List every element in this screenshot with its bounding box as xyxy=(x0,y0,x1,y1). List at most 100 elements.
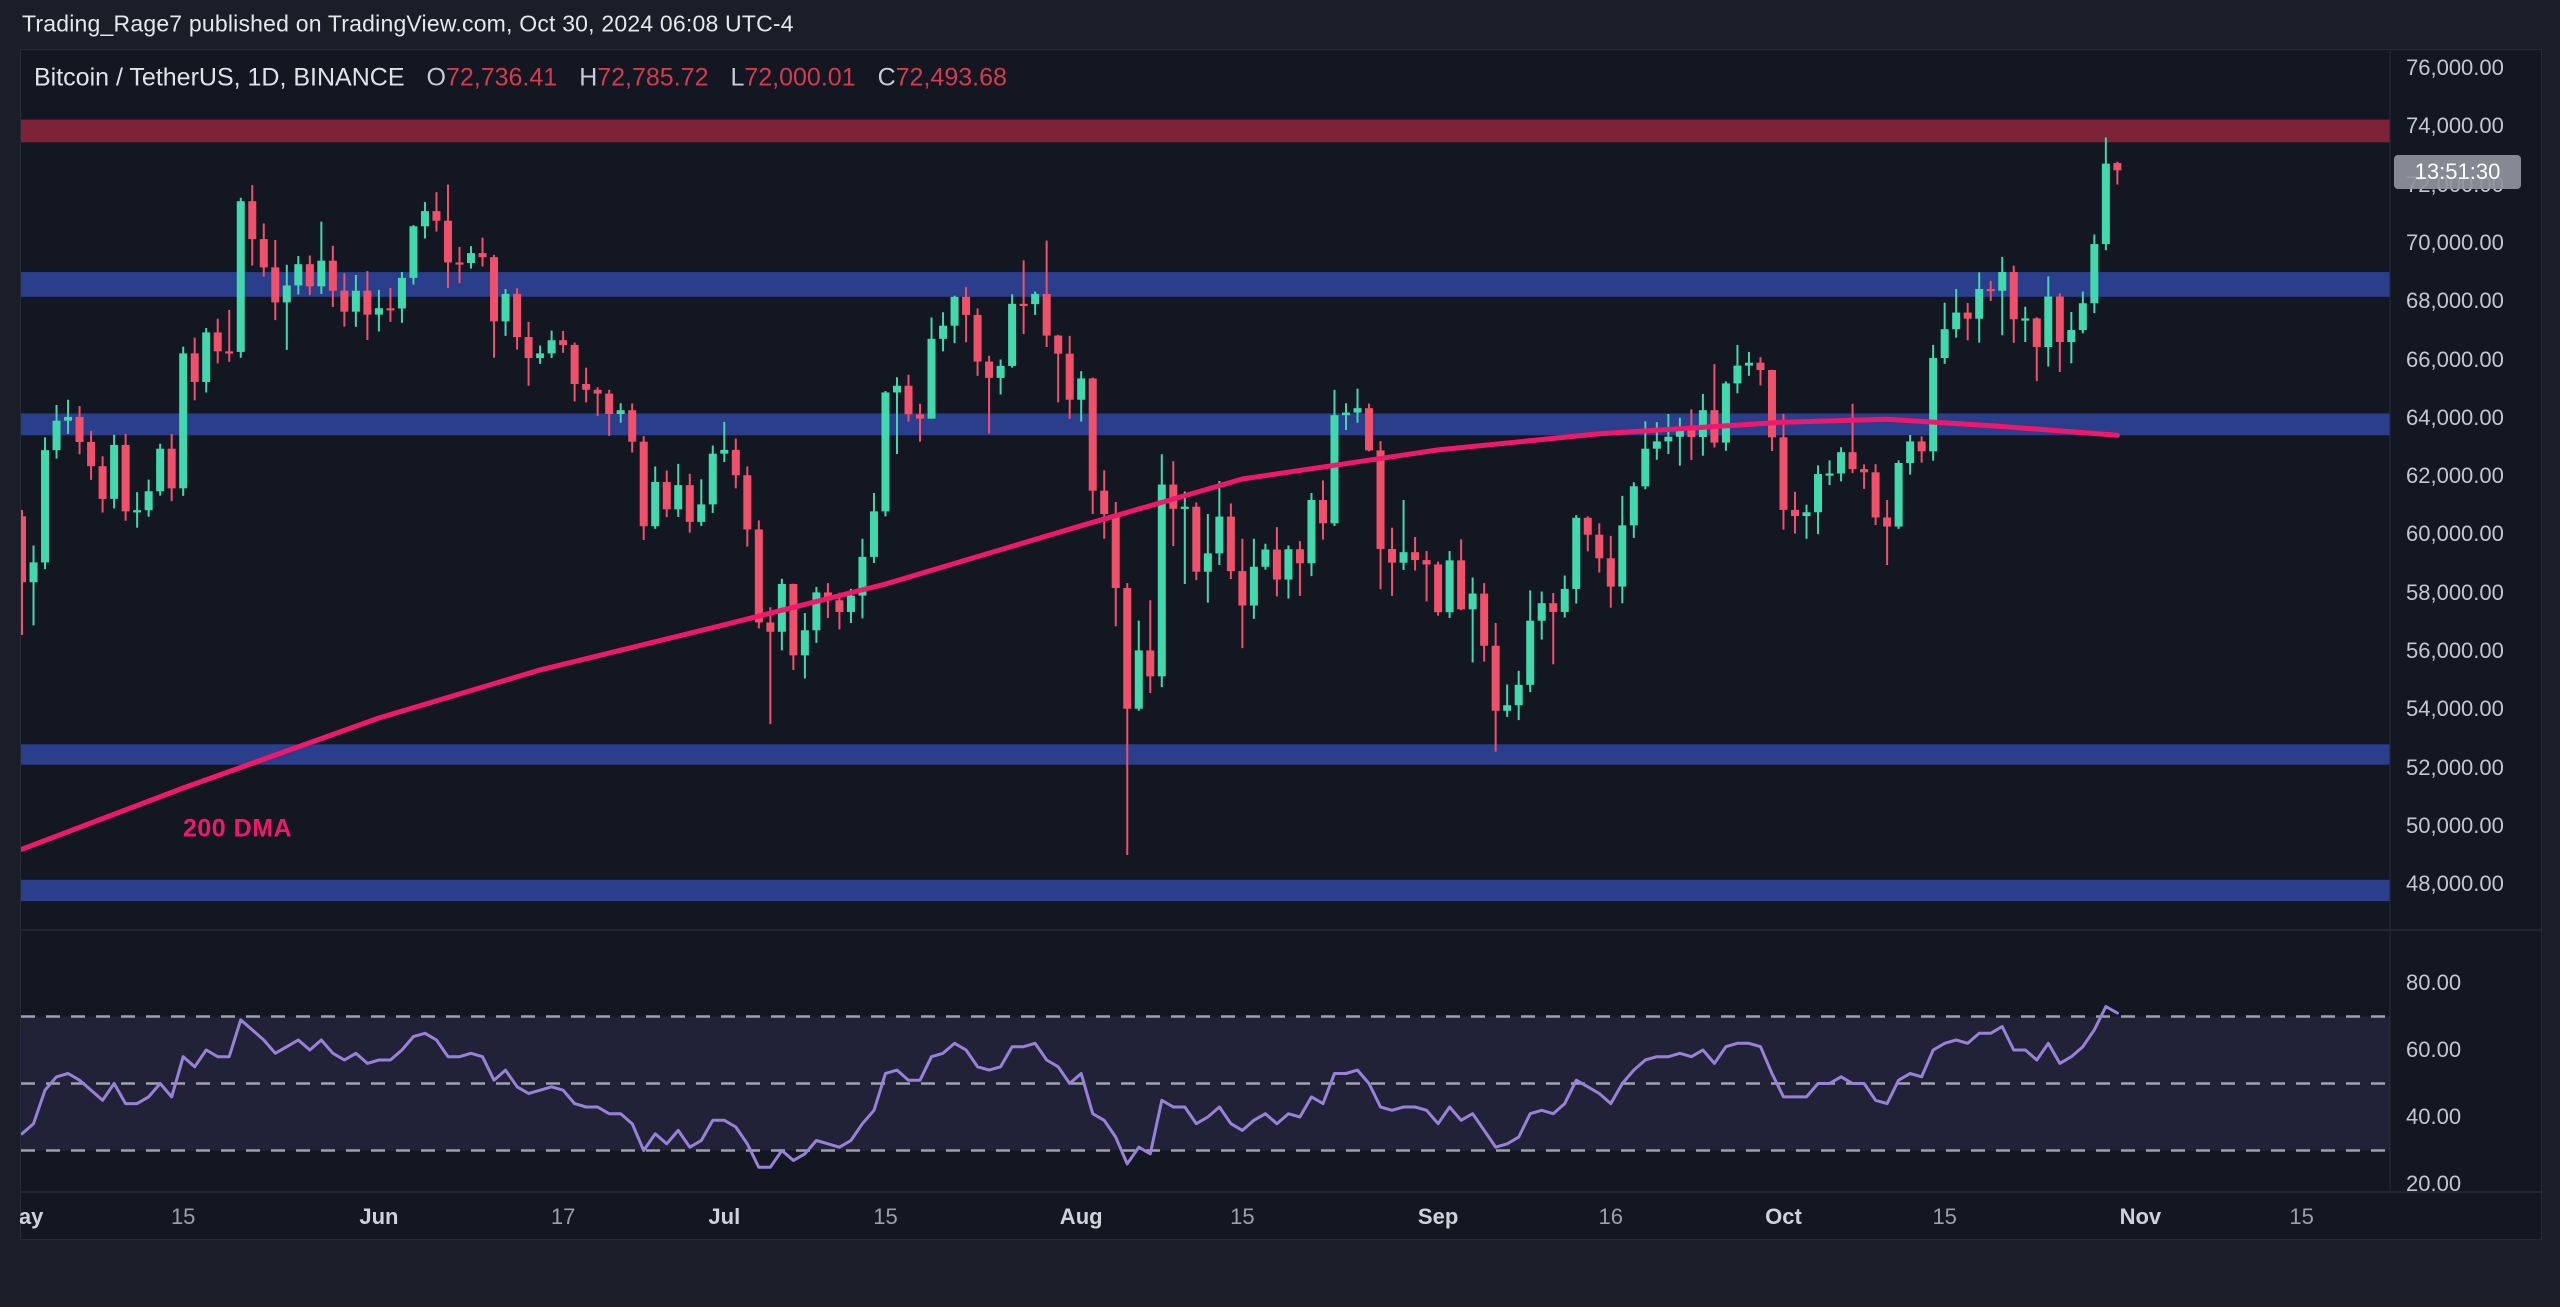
candle xyxy=(190,353,199,382)
candle xyxy=(1341,412,1350,416)
candle xyxy=(432,211,441,221)
candle xyxy=(1261,549,1270,567)
candle xyxy=(1883,517,1892,527)
candle xyxy=(2078,303,2087,331)
candle xyxy=(2101,163,2110,245)
ohlc-open-value: 72,736.41 xyxy=(445,63,558,92)
candle xyxy=(1549,603,1558,612)
candle xyxy=(1767,369,1776,438)
candle xyxy=(1134,650,1143,709)
ohlc-open: O72,736.41 xyxy=(427,64,558,93)
candle xyxy=(1848,452,1857,470)
candle xyxy=(1008,303,1017,366)
support-zone-4 xyxy=(21,879,2390,902)
candle xyxy=(317,260,326,287)
footer-bar: TradingView xyxy=(0,1240,2560,1307)
candle xyxy=(1871,472,1880,518)
candle xyxy=(1031,293,1040,305)
candle xyxy=(985,361,994,378)
candle xyxy=(1814,474,1823,513)
price-tick-label: 52,000.00 xyxy=(2406,754,2504,780)
candle xyxy=(1652,441,1661,449)
candle xyxy=(593,389,602,394)
price-tick-label: 74,000.00 xyxy=(2406,113,2504,139)
candle xyxy=(1272,549,1281,580)
candle xyxy=(294,264,303,286)
candle xyxy=(881,392,890,512)
candle xyxy=(1238,571,1247,606)
candle xyxy=(1572,517,1581,589)
candle xyxy=(1146,650,1155,677)
candle xyxy=(916,414,925,419)
candle xyxy=(1480,593,1489,646)
candle xyxy=(21,516,26,583)
candle xyxy=(1744,362,1753,366)
candle xyxy=(513,293,522,338)
candle xyxy=(1526,620,1535,685)
candle xyxy=(1054,335,1063,354)
support-zone-3 xyxy=(21,744,2390,765)
time-tick-label: Jul xyxy=(708,1204,741,1229)
price-tick-label: 50,000.00 xyxy=(2406,812,2504,838)
candle xyxy=(75,416,84,442)
candle xyxy=(1457,560,1466,610)
candle xyxy=(846,595,855,612)
candle xyxy=(1802,512,1811,517)
main-pane[interactable] xyxy=(18,119,2390,902)
candle xyxy=(455,262,464,265)
candle xyxy=(2090,244,2099,304)
time-tick-label: 15 xyxy=(873,1204,898,1229)
candle xyxy=(1111,513,1120,589)
time-tick-label: 15 xyxy=(1230,1204,1255,1229)
time-tick-label: Oct xyxy=(1765,1204,1802,1229)
candle xyxy=(1226,516,1235,572)
price-tick-label: 64,000.00 xyxy=(2406,404,2504,430)
price-tick-label: 54,000.00 xyxy=(2406,696,2504,722)
ohlc-open-label: O xyxy=(426,63,446,92)
candle xyxy=(121,444,130,512)
ohlc-close: C72,493.68 xyxy=(878,64,1007,93)
dma-line xyxy=(21,416,2120,852)
rsi-line xyxy=(21,1005,2119,1169)
symbol-title: Bitcoin / TetherUS, 1D, BINANCE xyxy=(34,63,405,92)
candle xyxy=(662,481,671,510)
candle xyxy=(1664,436,1673,442)
candle xyxy=(1514,684,1523,706)
candle xyxy=(1445,560,1454,613)
candle xyxy=(858,556,867,596)
candle xyxy=(950,296,959,326)
candle xyxy=(1779,437,1788,510)
candle xyxy=(1491,645,1500,711)
time-axis[interactable]: May 15 Jun 17 Jul 15 Aug 15 Sep 16 Oct 15 Nov 15 xyxy=(20,1192,2390,1240)
candle xyxy=(236,201,245,352)
candle xyxy=(1077,378,1086,400)
price-tick-label: 48,000.00 xyxy=(2406,871,2504,897)
candle xyxy=(996,365,1005,378)
candle xyxy=(41,450,50,563)
candle xyxy=(490,257,499,322)
header-bar: Trading_Rage7 published on TradingView.c… xyxy=(0,0,2560,49)
candle xyxy=(1675,430,1684,437)
candle xyxy=(1618,525,1627,587)
candle xyxy=(605,393,614,415)
candle xyxy=(110,444,119,499)
candle xyxy=(1065,353,1074,400)
candle xyxy=(374,308,383,315)
candle xyxy=(892,385,901,393)
candle xyxy=(478,253,487,258)
candle xyxy=(524,337,533,359)
rsi-pane[interactable] xyxy=(21,1005,2390,1169)
price-tick-label: 76,000.00 xyxy=(2406,55,2504,80)
ohlc-high: H72,785.72 xyxy=(579,64,708,93)
candle xyxy=(789,583,798,656)
candle xyxy=(835,600,844,612)
candle xyxy=(869,511,878,557)
time-tick-label: May xyxy=(20,1204,44,1229)
support-zone-1 xyxy=(21,272,2390,297)
time-tick-label: Aug xyxy=(1059,1204,1103,1229)
chart-widget[interactable] xyxy=(20,49,2542,1240)
candle xyxy=(904,385,913,415)
candle xyxy=(651,481,660,527)
time-tick-label: 16 xyxy=(1598,1204,1624,1229)
